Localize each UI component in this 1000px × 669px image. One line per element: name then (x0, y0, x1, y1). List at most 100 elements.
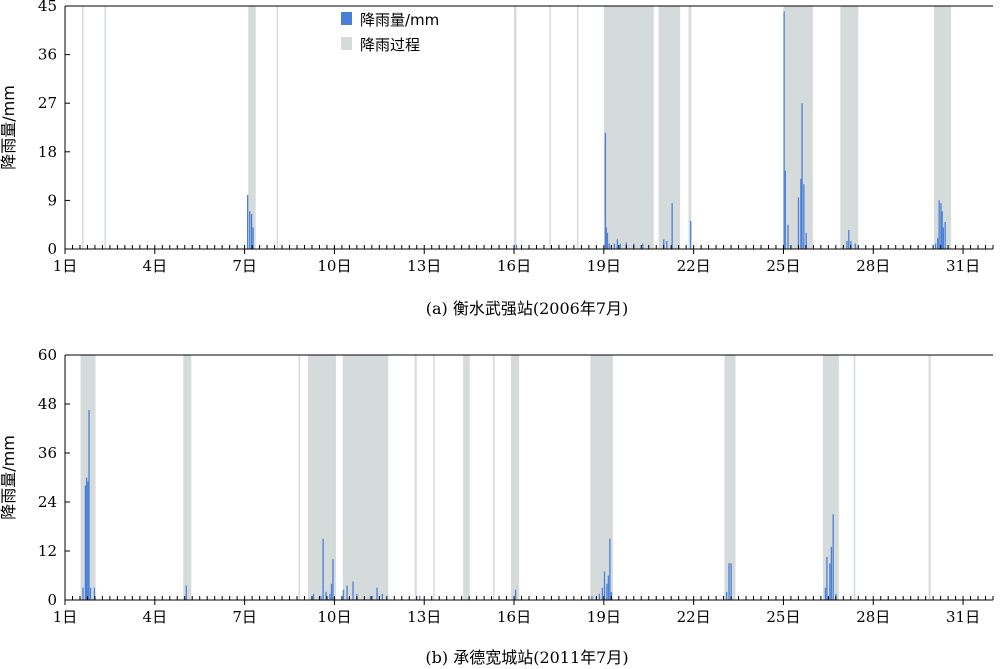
rain-process-band (688, 6, 692, 249)
x-tick-label: 4日 (143, 608, 168, 626)
x-tick-label: 10日 (317, 257, 351, 275)
x-tick-label: 10日 (317, 608, 351, 626)
rainfall-bar (944, 222, 946, 249)
rainfall-bar (93, 587, 96, 600)
x-tick-label: 7日 (232, 257, 257, 275)
legend-label-process: 降雨过程 (360, 36, 420, 54)
x-tick-label: 25日 (766, 257, 800, 275)
rain-process-band (433, 355, 435, 600)
rainfall-bar (942, 227, 945, 249)
rain-process-bands (82, 6, 952, 249)
rainfall-bar (803, 184, 805, 249)
rainfall-bar (82, 587, 84, 600)
rain-process-band (840, 6, 859, 249)
rainfall-bar (607, 575, 610, 600)
rainfall-bar (725, 591, 728, 600)
y-axis-title: 降雨量/mm (0, 435, 18, 520)
rain-process-band (104, 6, 107, 249)
rainfall-bar (603, 571, 606, 600)
rain-process-band (590, 355, 613, 600)
rainfall-bar (87, 481, 89, 600)
rainfall-bar (605, 227, 607, 249)
chart-hengshui-wuqiang: 0 9 18 27 36 45 1日 4日 7日 10日 13日 16日 19日 22日 25日 28日 31日… (0, 0, 994, 318)
rain-process-bands (80, 355, 931, 600)
y-tick-label: 0 (47, 591, 57, 609)
rainfall-bar (610, 591, 613, 600)
axes: 0 12 24 36 48 60 1日 4日 7日 10日 13日 16日 19日 22日 25日 28日 31… (38, 346, 994, 626)
rainfall-bar (938, 200, 940, 249)
x-tick-label: 13日 (407, 257, 441, 275)
rain-process-band (853, 355, 856, 600)
x-tick-label: 19日 (587, 608, 621, 626)
rainfall-bar (85, 477, 88, 600)
x-tick-label: 25日 (766, 608, 800, 626)
rainfall-bar (320, 595, 322, 600)
rainfall-bar (824, 587, 827, 600)
rainfall-bar (608, 243, 610, 249)
rainfall-bar (730, 563, 732, 600)
y-tick-label: 24 (38, 493, 57, 511)
legend-swatch-process (341, 37, 352, 50)
rainfall-bar (783, 11, 785, 250)
rainfall-bar (848, 230, 850, 249)
rainfall-bar (609, 538, 611, 600)
rainfall-bar (606, 232, 609, 249)
rainfall-bar (249, 211, 251, 249)
rain-process-band (183, 355, 192, 600)
rainfall-bar (89, 587, 92, 600)
rainfall-bar (329, 593, 331, 600)
rainfall-bar (381, 593, 384, 600)
rainfall-bar (376, 587, 378, 600)
rainfall-bar (671, 203, 673, 249)
rainfall-bar (797, 197, 800, 249)
x-tick-label: 28日 (856, 257, 890, 275)
rainfall-bar (800, 178, 802, 249)
x-tick-label: 31日 (946, 257, 980, 275)
legend-label-rainfall: 降雨量/mm (360, 11, 439, 29)
x-tick-label: 31日 (946, 608, 980, 626)
rainfall-bar (604, 132, 607, 249)
rainfall-bar (514, 589, 517, 600)
rainfall-bar (934, 243, 937, 249)
x-tick-label: 19日 (587, 257, 621, 275)
y-tick-label: 36 (38, 444, 57, 462)
y-tick-label: 60 (38, 346, 57, 364)
rain-process-band (514, 6, 517, 249)
rainfall-bar (419, 595, 421, 600)
rainfall-bar (850, 240, 852, 249)
x-tick-label: 28日 (856, 608, 890, 626)
x-tick-label: 13日 (407, 608, 441, 626)
rainfall-bar (332, 559, 334, 600)
rainfall-bar (666, 240, 668, 249)
rainfall-bar (801, 103, 803, 249)
rainfall-bar (247, 195, 249, 249)
rainfall-bar (613, 243, 616, 249)
rainfall-bar (252, 227, 254, 249)
y-tick-label: 45 (38, 0, 57, 15)
rain-process-band (308, 355, 336, 600)
rain-process-band (80, 355, 96, 600)
y-tick-label: 48 (38, 395, 57, 413)
rain-process-band (298, 355, 300, 600)
rain-process-band (414, 355, 417, 600)
rainfall-bar (941, 211, 943, 249)
rainfall-bar (84, 485, 87, 600)
rainfall-bar (352, 581, 354, 600)
rain-process-band (934, 6, 952, 249)
rain-process-band (576, 6, 579, 249)
rainfall-bar (616, 239, 619, 249)
rainfall-bar (619, 243, 622, 249)
rain-process-band (511, 355, 520, 600)
rainfall-bars (124, 11, 946, 250)
rain-process-band (928, 355, 931, 600)
rainfall-bar (826, 557, 828, 600)
y-tick-label: 9 (47, 191, 57, 209)
rain-process-band (724, 355, 736, 600)
rain-process-band (82, 6, 84, 249)
legend: 降雨量/mm 降雨过程 (341, 11, 439, 54)
y-tick-label: 12 (38, 542, 57, 560)
y-tick-label: 27 (38, 94, 57, 112)
x-tick-label: 16日 (497, 608, 531, 626)
rainfall-bar (346, 585, 348, 600)
